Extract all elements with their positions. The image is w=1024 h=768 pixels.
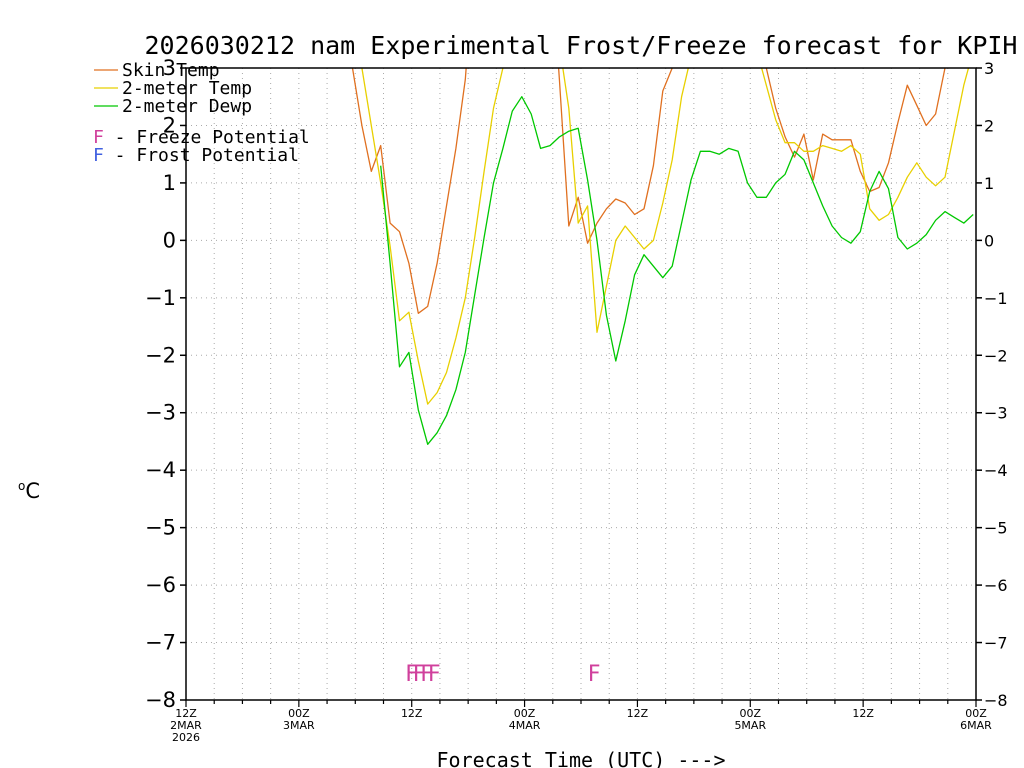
y-tick-label: −5 [145,516,176,540]
y-tick-label-right: −6 [984,576,1008,595]
x-tick-label: 12Z [175,707,197,720]
y-axis-label-degree: o [18,479,25,493]
x-tick-label: 12Z [852,707,874,720]
x-tick-label: 12Z [627,707,649,720]
y-tick-label-right: 2 [984,116,994,135]
x-tick-label: 3MAR [283,719,315,732]
x-tick-label: 6MAR [960,719,992,732]
x-tick-label: 2026 [172,731,200,744]
y-tick-label: −3 [145,401,176,425]
y-tick-label: 1 [163,171,176,195]
potential-legend-marker: F [93,127,104,148]
legend-label: 2-meter Dewp [122,96,252,117]
y-tick-label-right: −4 [984,461,1008,480]
x-tick-label: 00Z [740,707,762,720]
x-tick-label: 00Z [288,707,310,720]
y-tick-label-right: −5 [984,519,1008,538]
legend-label: Skin Temp [122,60,220,81]
freeze-potential-marker: F [413,662,426,687]
y-tick-label-right: −1 [984,289,1008,308]
freeze-potential-marker: F [428,662,441,687]
potential-legend-item: F - Frost Potential [93,145,299,166]
y-tick-label: −7 [145,631,176,655]
series-lines [351,68,974,445]
y-tick-label: 3 [163,56,176,80]
x-tick-label: 00Z [514,707,536,720]
x-axis-label: Forecast Time (UTC) ---> [437,748,726,768]
y-tick-label-right: −2 [984,346,1008,365]
y-tick-label-right: −8 [984,691,1008,710]
y-tick-label: 0 [163,228,176,252]
y-tick-label-right: −3 [984,404,1008,423]
x-tick-label: 5MAR [734,719,766,732]
freeze-potential-marker: F [405,662,418,687]
y-tick-label-right: −7 [984,634,1008,653]
y-tick-label: −8 [145,688,176,712]
potential-legend-item: F - Freeze Potential [93,127,310,148]
freeze-potential-marker: F [588,662,601,687]
legend-label: 2-meter Temp [122,78,252,99]
potential-legend-label: - Freeze Potential [104,127,310,148]
y-tick-label: −2 [145,343,176,367]
series-2-meter-temp [361,68,970,405]
y-axis-label-unit: C [25,479,40,503]
y-tick-label-right: 3 [984,59,994,78]
y-axis-label: oC [18,479,40,503]
y-tick-label: −6 [145,573,176,597]
chart-title: 2026030212 nam Experimental Frost/Freeze… [145,31,1018,60]
y-tick-label-right: 0 [984,231,994,250]
y-tick-label: −4 [145,458,176,482]
freeze-potential-marker: F [420,662,433,687]
x-tick-label: 2MAR [170,719,202,732]
x-tick-label: 00Z [965,707,987,720]
x-tick-label: 12Z [401,707,423,720]
x-tick-label: 4MAR [509,719,541,732]
y-tick-label: −1 [145,286,176,310]
potential-legend-marker: F [93,145,104,166]
potential-legend-label: - Frost Potential [104,145,299,166]
y-axis-ticks: −8 −8 −7 −7 −6 −6 −5 −5 −4 −4 −3 −3 −2 −2 −1 −1 0 0 1 1 2 2 3 3 [145,56,1008,712]
y-tick-label: 2 [163,113,176,137]
y-tick-label-right: 1 [984,174,994,193]
series-2-meter-dewp [380,96,974,445]
